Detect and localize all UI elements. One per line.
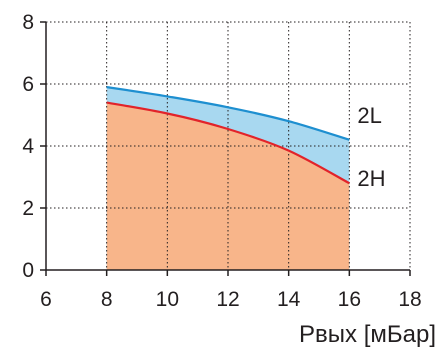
x-tick-label-8: 8	[101, 288, 113, 311]
x-axis-label: Рвых [мБар]	[299, 321, 436, 348]
series-line-2h	[106, 101, 350, 185]
x-tick-label-6: 6	[40, 288, 52, 311]
axes	[40, 21, 411, 276]
series-lines	[106, 86, 350, 185]
tick-labels: 0 2 4 6 8 6 8 10 12 14 16 18	[22, 11, 421, 311]
y-tick-label-8: 8	[22, 11, 34, 34]
y-tick-label-4: 4	[22, 135, 34, 158]
series-line-2l	[106, 86, 350, 141]
x-tick-label-16: 16	[338, 288, 361, 311]
y-tick-label-0: 0	[22, 259, 34, 282]
x-tick-label-14: 14	[277, 288, 301, 311]
x-tick-label-12: 12	[216, 288, 239, 311]
x-tick-label-10: 10	[156, 288, 179, 311]
series-label-2l: 2L	[357, 103, 381, 128]
x-tick-label-18: 18	[398, 288, 421, 311]
y-tick-label-2: 2	[22, 197, 34, 220]
grid	[46, 21, 411, 270]
series-label-2h: 2H	[357, 166, 385, 191]
y-tick-label-6: 6	[22, 73, 34, 96]
